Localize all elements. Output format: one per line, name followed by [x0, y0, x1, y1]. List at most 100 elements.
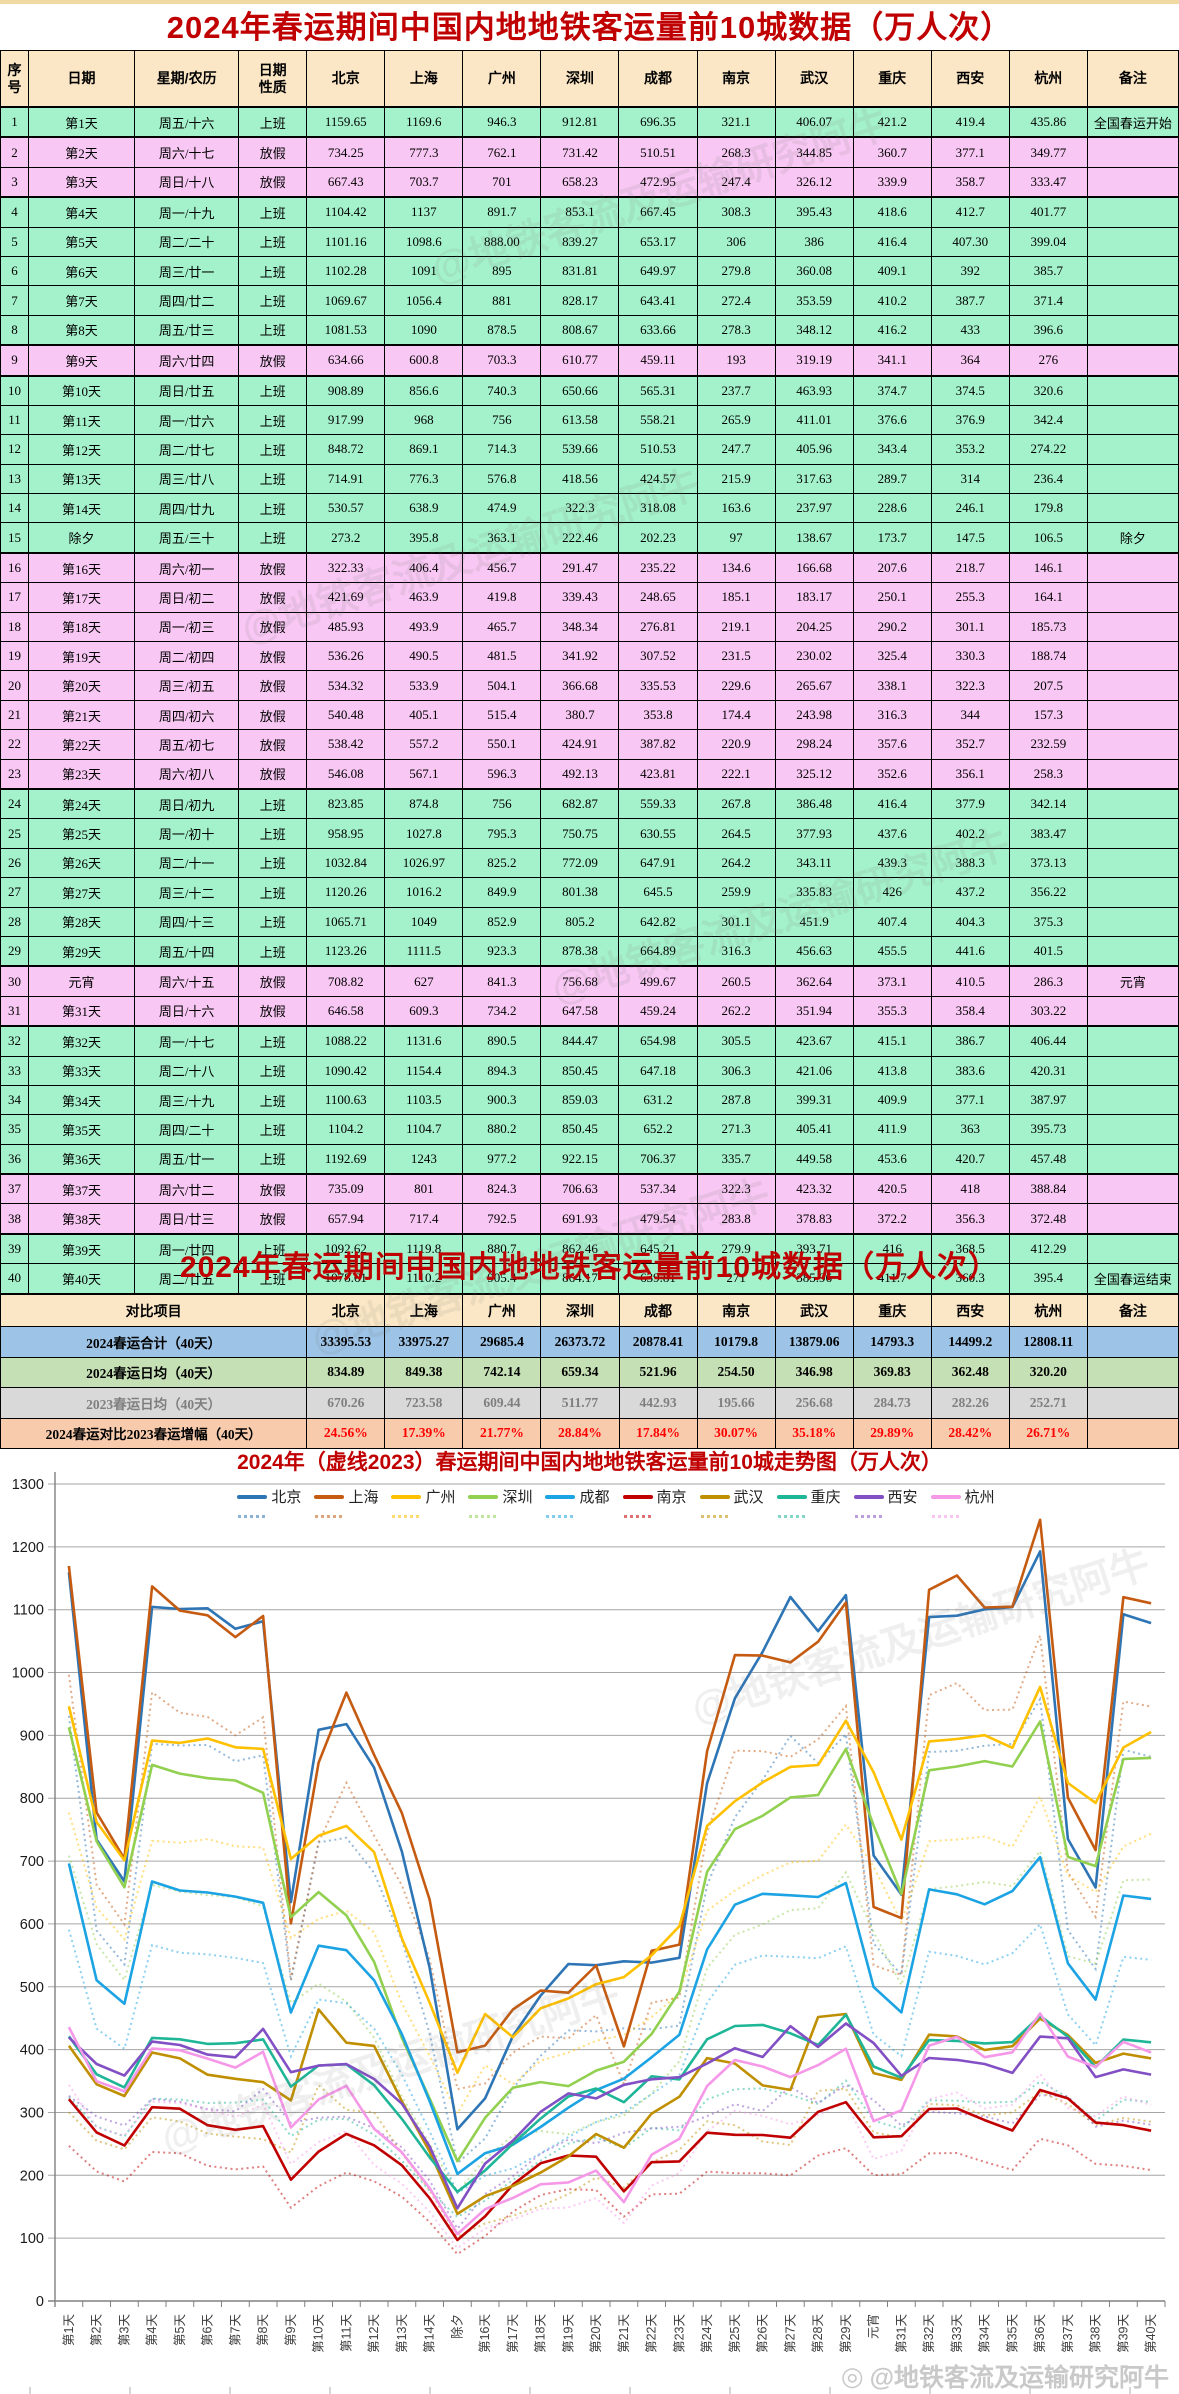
- table-cell: 10: [0, 374, 30, 406]
- table-cell: 387.7: [930, 285, 1010, 316]
- table-cell: 上班: [238, 434, 308, 465]
- x-axis-category-label: 第11天: [339, 2314, 353, 2352]
- column-header: 北京: [306, 1294, 386, 1327]
- table-cell: 437.6: [852, 818, 932, 849]
- table-cell: 1069.67: [306, 285, 386, 316]
- summary-cell: 511.77: [540, 1387, 620, 1419]
- table-cell: 97: [696, 522, 776, 554]
- table-cell: 第10天: [28, 374, 136, 406]
- table-cell: 406.4: [384, 551, 464, 584]
- table-cell: 第32天: [28, 1025, 136, 1057]
- table-cell: [1086, 551, 1179, 584]
- x-axis-category-label: 第4天: [145, 2314, 159, 2346]
- legend-entry-2024: 广州: [391, 1486, 455, 1507]
- table-cell: 219.1: [696, 611, 776, 643]
- table-cell: 465.7: [462, 611, 542, 643]
- table-cell: 864.17: [540, 1263, 620, 1294]
- table-cell: 352.7: [930, 729, 1010, 760]
- table-cell: 894.3: [462, 1055, 542, 1086]
- table-cell: 第6天: [28, 255, 136, 287]
- table-cell: 228.6: [852, 493, 932, 524]
- legend-line-swatch: [776, 1494, 807, 1499]
- table-cell: [1086, 818, 1179, 849]
- table-cell: 1154.4: [384, 1055, 464, 1086]
- table-cell: 1169.6: [384, 105, 464, 138]
- table-cell: 1101.16: [306, 226, 386, 257]
- table-cell: 756: [462, 787, 542, 820]
- table-cell: [1086, 404, 1179, 436]
- x-axis-category-label: 第37天: [1061, 2314, 1075, 2353]
- table-cell: 周六/初八: [134, 758, 240, 790]
- table-cell: 第14天: [28, 493, 136, 524]
- table-cell: 237.97: [774, 493, 854, 524]
- table-cell: 421.69: [306, 582, 386, 613]
- table-cell: [1086, 729, 1179, 760]
- table-cell: 放假: [238, 670, 308, 701]
- table-cell: 放假: [238, 551, 308, 584]
- table-cell: 39: [0, 1232, 30, 1265]
- table-cell: 周日/廿五: [134, 374, 240, 406]
- y-axis-tick-label: 100: [20, 2231, 44, 2247]
- y-axis-tick-label: 900: [20, 1728, 44, 1744]
- table-cell: 325.12: [774, 758, 854, 790]
- table-cell: 515.4: [462, 699, 542, 731]
- table-cell: 533.9: [384, 670, 464, 701]
- column-header: 成都: [618, 1294, 698, 1327]
- table-cell: 657.94: [306, 1203, 386, 1235]
- table-cell: 455.5: [852, 935, 932, 967]
- summary-title: 2024年春运期间中国内地地铁客运量前10城数据（万人次）: [179, 1251, 1000, 1284]
- table-cell: 268.3: [696, 136, 776, 168]
- summary-row: 2024春运对比2023春运增幅（40天） 24.56% 17.39% 21.77% 2…: [0, 1417, 1179, 1449]
- table-cell: 全国春运开始: [1086, 105, 1179, 138]
- legend-entry-2024: 南京: [622, 1486, 687, 1507]
- table-cell: 377.1: [930, 1084, 1010, 1116]
- x-axis-category-label: 第2天: [90, 2314, 104, 2346]
- table-cell: 631.2: [618, 1084, 698, 1116]
- summary-cell: 442.93: [618, 1387, 698, 1419]
- table-cell: 202.23: [618, 522, 698, 554]
- table-cell: 第9天: [28, 344, 136, 377]
- table-cell: 上班: [238, 493, 308, 524]
- table-cell: 4: [0, 196, 30, 228]
- legend-dotted-swatch-2023: [238, 1515, 266, 1518]
- table-cell: 627: [384, 965, 464, 997]
- x-axis-category-label: 第39天: [1116, 2314, 1130, 2353]
- table-cell: 第21天: [28, 699, 136, 731]
- table-cell: 401.77: [1008, 196, 1088, 228]
- table-cell: 437.2: [930, 877, 1010, 908]
- table-cell: 801.38: [540, 877, 620, 908]
- table-cell: 265.67: [774, 670, 854, 701]
- table-cell: 357.6: [852, 729, 932, 760]
- table-cell: [1086, 1143, 1179, 1175]
- table-cell: 204.25: [774, 611, 854, 643]
- table-cell: 342.14: [1008, 787, 1088, 820]
- column-header: 日期 性质: [238, 50, 308, 108]
- table-cell: 530.57: [306, 493, 386, 524]
- table-cell: [1086, 344, 1179, 377]
- table-cell: 701: [462, 166, 542, 198]
- table-cell: 除夕: [1086, 522, 1179, 554]
- table-cell: 433: [930, 314, 1010, 346]
- weibo-watermark-icon: ◎: [840, 2361, 864, 2391]
- table-cell: 344: [930, 699, 1010, 731]
- summary-cell: 252.71: [1008, 1387, 1088, 1419]
- x-axis-category-label: 第8天: [256, 2314, 270, 2346]
- table-cell: 411.01: [774, 404, 854, 436]
- table-cell: 735.09: [306, 1173, 386, 1205]
- legend-line-swatch: [622, 1494, 653, 1499]
- table-cell: 上班: [238, 255, 308, 287]
- table-cell: 第4天: [28, 196, 136, 228]
- table-cell: 第1天: [28, 105, 136, 138]
- x-axis-category-label: 第23天: [672, 2314, 686, 2353]
- legend-item: 武汉: [699, 1486, 764, 1518]
- x-axis-category-label: 第26天: [756, 2314, 770, 2353]
- table-cell: 750.75: [540, 818, 620, 849]
- table-row: 37 第37天 周六/廿二 放假 735.09 801 824.3 706.63 537.34 3…: [0, 1173, 1179, 1205]
- table-cell: 301.1: [930, 611, 1010, 643]
- table-cell: 540.48: [306, 699, 386, 731]
- table-cell: 30: [0, 965, 30, 997]
- column-header: 上海: [384, 1294, 464, 1327]
- table-cell: 上班: [238, 522, 308, 554]
- table-cell: 264.5: [696, 818, 776, 849]
- table-cell: 周二/初四: [134, 641, 240, 672]
